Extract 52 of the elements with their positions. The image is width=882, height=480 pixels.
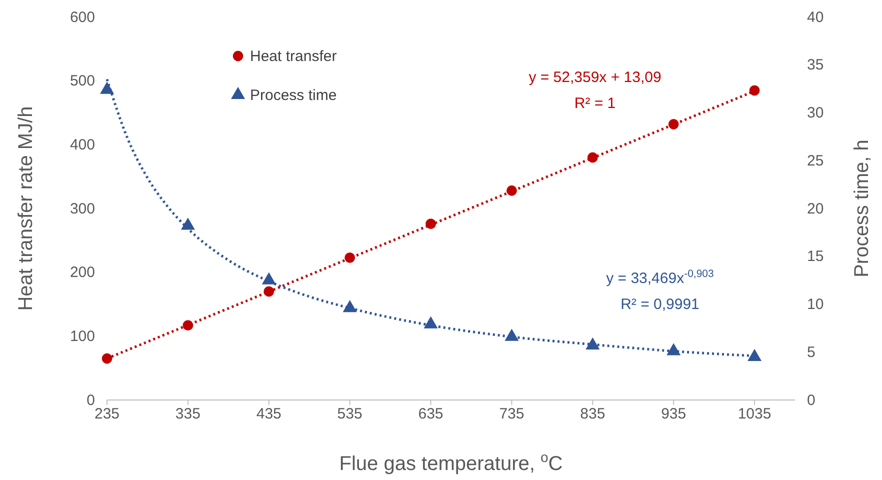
y-tick-label: 0 [86,392,95,409]
point [666,343,681,356]
x-tick-label: 1035 [738,406,772,423]
y2-tick-label: 15 [807,248,824,266]
point [344,252,356,263]
y2-tick-label: 35 [807,56,824,74]
point [182,320,194,331]
point [426,218,436,230]
x-tick-label: 435 [256,406,282,423]
point [262,272,276,284]
y2-tick-label: 30 [807,104,824,122]
legend-label: Process time [250,87,337,104]
y-axis-title: Heat transfer rate MJ/h [15,106,37,311]
point [587,152,598,163]
point [668,119,679,130]
x-tick-label: 235 [94,406,120,423]
y2-tick-label: 25 [807,152,824,170]
point [748,348,762,361]
point [264,286,274,297]
x-tick-label: 935 [661,406,686,423]
y-tick-label: 200 [70,264,95,282]
point [102,353,112,364]
x-tick-label: 735 [499,406,524,423]
y2-axis-title: Process time, h [851,140,873,278]
y-tick-label: 500 [70,72,95,90]
annotation: R² = 0,9991 [620,296,700,313]
point [180,218,195,230]
point [424,316,438,328]
y2-tick-label: 10 [807,296,824,314]
x-tick-label: 635 [418,406,444,423]
point [749,85,760,96]
x-tick-label: 835 [580,406,606,423]
y-tick-label: 600 [70,8,95,26]
y-tick-label: 400 [70,136,95,154]
y2-tick-label: 20 [807,200,824,218]
y2-tick-label: 40 [807,8,824,26]
point [100,82,114,94]
point [586,337,600,350]
point [504,328,519,341]
point [342,300,357,312]
annotation: R² = 1 [574,95,616,112]
y-tick-label: 100 [70,328,95,345]
y2-tick-label: 5 [807,344,816,361]
annotation: y = 52,359x + 13,09 [528,69,662,86]
legend-label: Heat transfer [250,48,337,65]
x-axis-title: Flue gas temperature, $^{o}$C [339,449,563,475]
point [506,185,517,196]
y-tick-label: 300 [70,200,95,218]
annotation: y = 33,469x$^{-0,903}$ [606,268,714,287]
y2-tick-label: 0 [807,392,816,409]
x-tick-label: 535 [337,406,362,423]
x-tick-label: 335 [175,406,200,423]
